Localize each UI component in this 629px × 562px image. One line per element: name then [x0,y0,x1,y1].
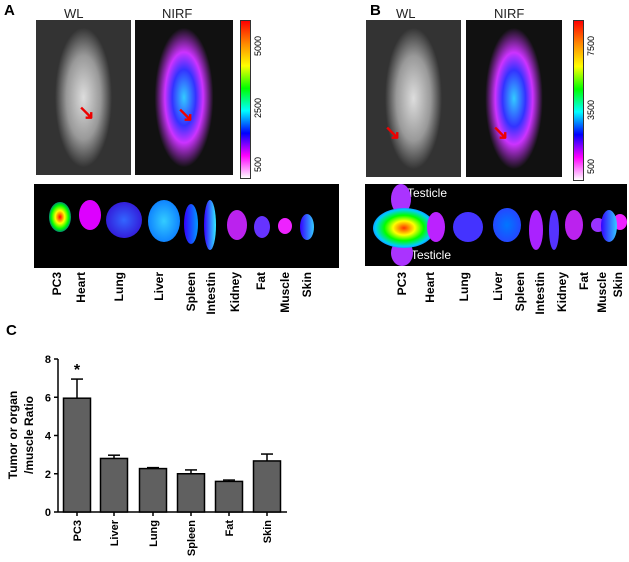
y-tick-label: 2 [45,469,51,481]
bar-liver [99,457,129,513]
panel-b-wl-image: ↘ [366,20,461,177]
organ-label: Skin [611,272,625,298]
arrow-icon: ↘ [384,122,401,144]
organ-signal [204,200,216,250]
bar-lung [138,467,168,513]
panel-b-nirf-image: ↘ [466,20,562,177]
panel-a-colorbar [240,20,251,179]
panel-a-wl-image: ↘ [36,20,131,175]
colorbar-tick: 5000 [253,35,263,56]
colorbar-tick: 2500 [253,97,263,118]
organ-signal [565,210,583,240]
organ-label: Liver [152,272,166,301]
organ-signal [278,218,292,234]
panel-b-label: B [370,2,381,19]
testicle-label-top: Testicle [407,186,448,200]
organ-signal [391,184,411,214]
organ-signal [49,202,71,232]
colorbar-tick: 500 [586,158,596,174]
organ-label: Spleen [513,272,527,312]
organ-signal [493,208,521,242]
y-axis-label: Tumor or organ [6,391,20,479]
bar-fat [214,480,244,513]
organ-signal [79,200,101,230]
bar-chart: 0 2 4 6 8 PC3 Liver Lung Spleen Fat Skin * Tumor or … [6,354,287,556]
x-tick-label: PC3 [72,520,84,541]
organ-signal [300,214,314,240]
organ-label: Kidney [555,272,569,313]
panel-a-wl-label: WL [64,6,84,21]
organ-signal [184,204,198,244]
organ-label: Muscle [278,272,292,313]
organ-label: PC3 [395,272,409,296]
arrow-icon: ↘ [78,102,95,124]
panel-b-wl-label: WL [396,6,416,21]
y-tick-label: 8 [45,354,51,366]
panel-a-label: A [4,2,15,19]
organ-label: Fat [254,272,268,290]
y-tick-label: 4 [45,431,52,443]
organ-label: PC3 [50,272,64,296]
panel-a-exvivo-image [34,184,339,268]
organ-signal [254,216,270,238]
organ-label: Lung [457,272,471,302]
colorbar-tick: 7500 [586,35,596,56]
organ-label: Heart [423,272,437,303]
organ-label: Heart [74,272,88,303]
panel-a-nirf-label: NIRF [162,6,193,21]
x-tick-label: Skin [262,520,274,544]
testicle-label-bottom: Testicle [411,248,452,262]
y-axis-label: /muscle Ratio [22,396,36,474]
organ-label: Intestin [533,272,547,315]
x-tick-label: Lung [148,520,160,547]
organ-label: Intestin [204,272,218,315]
x-tick-label: Spleen [186,520,198,556]
organ-signal [148,200,180,242]
organ-signal [529,210,543,250]
x-tick-label: Liver [109,519,121,546]
y-tick-label: 6 [45,392,51,404]
panel-b-nirf-label: NIRF [494,6,525,21]
panel-c-label: C [6,322,17,339]
arrow-icon: ↘ [177,104,194,126]
organ-label: Spleen [184,272,198,312]
organ-signal [373,208,435,248]
panel-b-colorbar [573,20,584,181]
organ-label: Fat [577,272,591,290]
organ-signal [453,212,483,242]
organ-label: Liver [491,272,505,301]
panel-a-nirf-image: ↘ [135,20,233,175]
panel-b-exvivo-image: Testicle Testicle [365,184,627,266]
organ-signal [549,210,559,250]
bar-pc3 [62,397,92,513]
y-tick-label: 0 [45,507,51,519]
organ-signal [601,210,617,242]
organ-signal [227,210,247,240]
arrow-icon: ↘ [492,122,509,144]
x-tick-label: Fat [224,520,236,537]
colorbar-tick: 500 [253,156,263,172]
significance-marker: * [74,362,81,379]
organ-label: Muscle [595,272,609,313]
organ-signal [427,212,445,242]
organ-label: Skin [300,272,314,298]
bar-spleen [176,473,206,513]
organ-label: Lung [112,272,126,302]
bar-skin [252,460,282,513]
colorbar-tick: 3500 [586,99,596,120]
organ-label: Kidney [228,272,242,313]
organ-signal [106,202,142,238]
